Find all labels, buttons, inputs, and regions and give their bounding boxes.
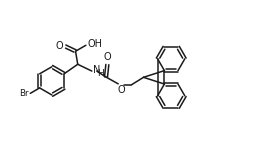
Text: N: N: [93, 65, 100, 75]
Text: O: O: [56, 41, 64, 51]
Text: O: O: [103, 52, 111, 62]
Text: Br: Br: [19, 89, 28, 98]
Text: H: H: [97, 69, 104, 78]
Text: O: O: [118, 85, 126, 95]
Text: OH: OH: [87, 39, 102, 49]
